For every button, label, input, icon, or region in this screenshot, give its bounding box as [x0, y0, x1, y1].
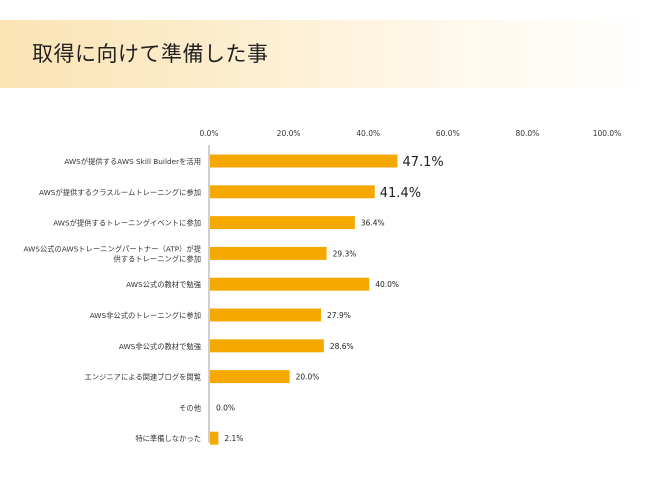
category-label: AWS公式のAWSトレーニングパートナー（ATP）が提: [23, 244, 201, 253]
page-title: 取得に向けて準備した事: [32, 42, 269, 66]
category-label: AWS非公式のトレーニングに参加: [90, 311, 201, 320]
x-tick-label: 80.0%: [515, 129, 539, 138]
data-label: 0.0%: [216, 403, 235, 412]
data-label: 36.4%: [361, 219, 385, 228]
data-label: 20.0%: [296, 373, 320, 382]
x-tick-label: 20.0%: [277, 129, 301, 138]
bar: [210, 339, 324, 353]
bar: [210, 216, 355, 230]
data-label: 27.9%: [327, 311, 351, 320]
data-label: 28.6%: [330, 342, 354, 351]
bar: [210, 246, 327, 260]
x-tick-label: 100.0%: [593, 129, 622, 138]
category-label: AWSが提供するAWS Skill Builderを活用: [64, 157, 201, 166]
category-label: エンジニアによる関連ブログを閲覧: [84, 373, 201, 382]
data-label: 40.0%: [375, 280, 399, 289]
bar: [210, 154, 398, 168]
category-label: AWSが提供するトレーニングイベントに参加: [53, 219, 201, 228]
bar: [210, 185, 375, 199]
bar: [210, 277, 370, 291]
category-label: 特に準備しなかった: [135, 434, 201, 443]
category-label: AWS公式の教材で勉強: [126, 280, 202, 289]
header-band: [0, 20, 650, 88]
x-tick-label: 0.0%: [199, 129, 218, 138]
bar: [210, 370, 290, 384]
x-tick-label: 40.0%: [356, 129, 380, 138]
data-label: 2.1%: [224, 434, 243, 443]
bar: [210, 308, 322, 322]
bar: [210, 431, 219, 445]
category-label: 供するトレーニングに参加: [113, 254, 201, 263]
category-label: AWSが提供するクラスルームトレーニングに参加: [39, 188, 201, 197]
category-label: その他: [179, 403, 202, 412]
data-label: 29.3%: [333, 249, 357, 258]
x-tick-label: 60.0%: [436, 129, 460, 138]
data-label: 47.1%: [402, 155, 443, 170]
category-label: AWS非公式の教材で勉強: [119, 342, 202, 351]
data-label: 41.4%: [380, 186, 421, 201]
